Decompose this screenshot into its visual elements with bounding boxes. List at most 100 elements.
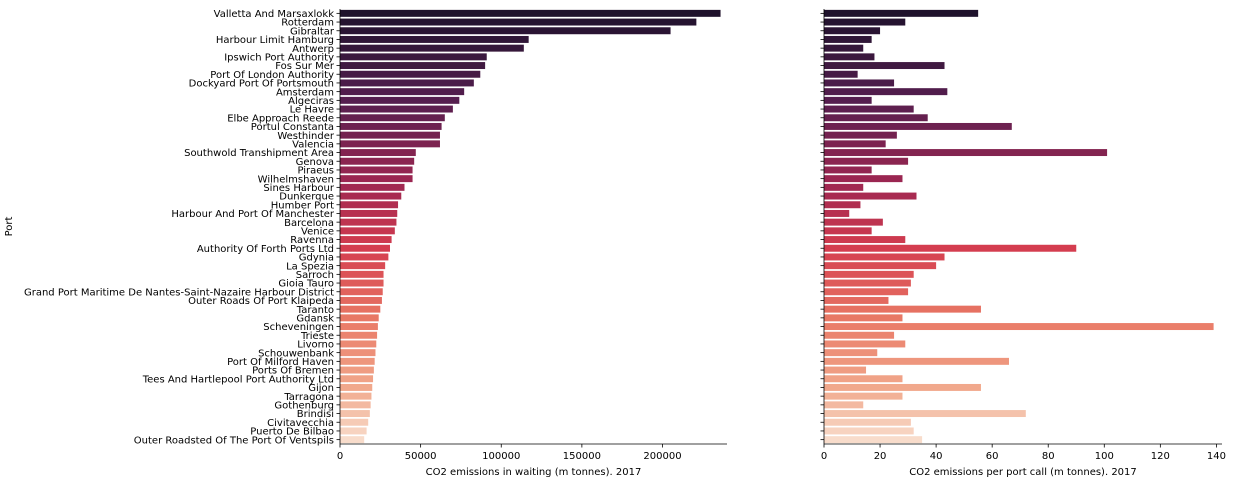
left-bar-6 <box>340 62 486 70</box>
left-bar-38 <box>340 340 377 348</box>
left-bar-45 <box>340 401 371 409</box>
ytick-label-46: Brindisi <box>297 409 334 420</box>
left-bar-28 <box>340 253 389 261</box>
right-bar-13 <box>824 122 1012 130</box>
right-bar-1 <box>824 18 906 26</box>
ytick-label-35: Gdansk <box>296 313 334 324</box>
left-bar-7 <box>340 70 481 78</box>
left-bar-35 <box>340 314 379 322</box>
ytick-label-40: Port Of Milford Haven <box>227 357 334 368</box>
right-bar-38 <box>824 340 906 348</box>
right-bar-32 <box>824 288 909 296</box>
ytick-label-6: Fos Sur Mer <box>275 61 335 72</box>
ytick-label-5: Ipswich Port Authority <box>224 52 334 63</box>
right-bar-7 <box>824 70 858 78</box>
right-xtick-label-5: 100 <box>1095 451 1114 462</box>
left-bar-49 <box>340 436 365 444</box>
left-bar-37 <box>340 331 378 339</box>
ytick-label-2: Gibraltar <box>290 26 335 37</box>
ytick-label-3: Harbour Limit Hamburg <box>216 35 334 46</box>
right-bar-10 <box>824 96 872 104</box>
right-bar-48 <box>824 427 914 435</box>
right-bar-9 <box>824 88 948 96</box>
left-bar-41 <box>340 366 374 374</box>
right-bar-15 <box>824 140 886 148</box>
left-bar-19 <box>340 175 413 183</box>
left-bar-4 <box>340 44 524 52</box>
left-bar-13 <box>340 122 442 130</box>
left-bar-17 <box>340 157 415 165</box>
ytick-label-49: Outer Roadsted Of The Port Of Ventspils <box>134 435 334 446</box>
ytick-label-32: Grand Port Maritime De Nantes-Saint-Naza… <box>24 287 334 298</box>
ytick-label-27: Authority Of Forth Ports Ltd <box>197 244 334 255</box>
ytick-label-48: Puerto De Bilbao <box>250 427 334 438</box>
ytick-label-30: Sarroch <box>296 270 334 281</box>
right-bar-47 <box>824 418 911 426</box>
ytick-label-42: Tees And Hartlepool Port Authority Ltd <box>142 374 334 385</box>
right-bar-34 <box>824 305 981 313</box>
ytick-label-36: Scheveningen <box>263 322 334 333</box>
left-x-axis-label: CO2 emissions in waiting (m tonnes). 201… <box>426 467 642 478</box>
ytick-label-22: Humber Port <box>271 200 334 211</box>
right-bar-8 <box>824 79 895 87</box>
right-bar-22 <box>824 201 861 209</box>
ytick-label-28: Gdynia <box>299 253 334 264</box>
left-bar-26 <box>340 236 392 244</box>
left-bar-33 <box>340 296 382 304</box>
right-xtick-label-0: 0 <box>821 451 827 462</box>
left-xtick-label-0: 0 <box>337 451 343 462</box>
ytick-label-16: Southwold Transhipment Area <box>184 148 334 159</box>
ytick-label-4: Antwerp <box>292 44 334 55</box>
ytick-label-39: Schouwenbank <box>258 348 334 359</box>
left-bar-48 <box>340 427 367 435</box>
right-bar-11 <box>824 105 914 113</box>
right-xtick-label-1: 20 <box>874 451 887 462</box>
left-bar-34 <box>340 305 381 313</box>
right-bar-14 <box>824 131 897 139</box>
right-bar-41 <box>824 366 867 374</box>
right-bar-16 <box>824 149 1108 157</box>
left-bar-39 <box>340 349 376 357</box>
right-bar-31 <box>824 279 911 287</box>
ytick-label-41: Ports Of Bremen <box>252 366 334 377</box>
left-bar-20 <box>340 183 405 191</box>
ytick-label-26: Ravenna <box>290 235 334 246</box>
right-bar-30 <box>824 270 914 278</box>
left-bar-8 <box>340 79 474 87</box>
left-bar-44 <box>340 392 372 400</box>
left-bar-42 <box>340 375 374 383</box>
right-bar-27 <box>824 244 1077 252</box>
ytick-label-20: Sines Harbour <box>263 183 335 194</box>
left-bar-43 <box>340 383 373 391</box>
ytick-label-23: Harbour And Port Of Manchester <box>171 209 334 220</box>
right-bar-25 <box>824 227 872 235</box>
left-axes: 0 50000 100000 150000 200000 Valletta And Mar… <box>24 9 727 462</box>
ytick-label-44: Tarragona <box>283 392 334 403</box>
right-xtick-label-7: 140 <box>1207 451 1226 462</box>
ytick-label-1: Rotterdam <box>281 18 334 29</box>
ytick-label-12: Elbe Approach Reede <box>227 113 334 124</box>
right-bar-12 <box>824 114 928 122</box>
right-bar-43 <box>824 383 981 391</box>
left-bar-12 <box>340 114 445 122</box>
ytick-label-19: Wilhelmshaven <box>258 174 334 185</box>
right-bar-45 <box>824 401 864 409</box>
ytick-label-21: Dunkerque <box>279 192 334 203</box>
right-x-axis-label: CO2 emissions per port call (m tonnes). … <box>909 467 1137 478</box>
ytick-label-34: Taranto <box>296 305 334 316</box>
left-bar-23 <box>340 209 398 217</box>
right-bar-37 <box>824 331 895 339</box>
right-axes: 0 20 40 60 80 100 120 140 <box>820 9 1226 462</box>
ytick-label-9: Amsterdam <box>276 87 334 98</box>
left-xtick-label-3: 150000 <box>563 451 601 462</box>
axis-labels: CO2 emissions in waiting (m tonnes). 201… <box>4 217 1137 478</box>
right-bar-4 <box>824 44 864 52</box>
right-bar-46 <box>824 410 1026 418</box>
left-bar-40 <box>340 357 375 365</box>
left-bar-47 <box>340 418 369 426</box>
ytick-label-15: Valencia <box>292 139 334 150</box>
right-bar-28 <box>824 253 945 261</box>
ytick-label-31: Gioia Tauro <box>278 279 334 290</box>
left-bar-32 <box>340 288 383 296</box>
